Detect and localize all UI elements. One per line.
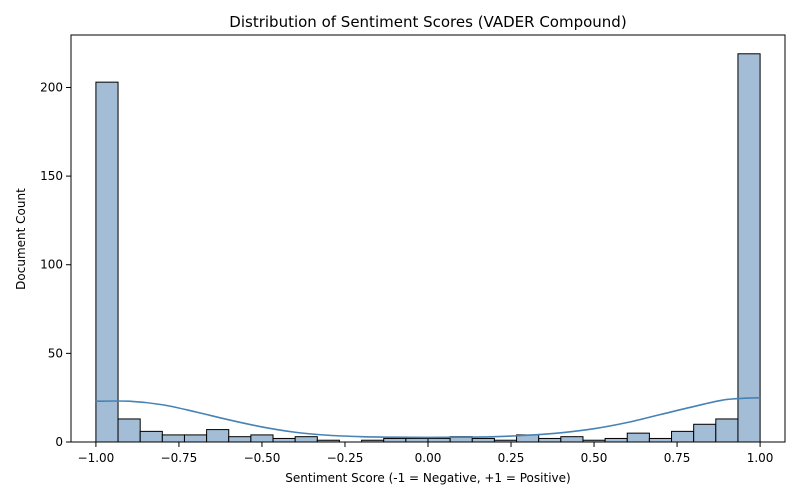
histogram-bar bbox=[405, 437, 429, 443]
histogram-bar bbox=[183, 434, 208, 443]
histogram-bar bbox=[427, 437, 451, 443]
y-axis-ticks: 0 50 100 150 200 bbox=[40, 80, 71, 449]
histogram-bar bbox=[604, 437, 628, 443]
x-tick-label: 0.75 bbox=[664, 451, 691, 465]
histogram-bar bbox=[294, 436, 318, 443]
histogram-bar bbox=[471, 437, 495, 443]
histogram-bar bbox=[648, 437, 673, 443]
y-tick-label: 50 bbox=[48, 346, 63, 360]
histogram-bar bbox=[95, 81, 119, 443]
histogram-bar bbox=[671, 430, 695, 443]
x-tick-label: 1.00 bbox=[747, 451, 774, 465]
y-tick-label: 100 bbox=[40, 258, 63, 272]
y-axis-label: Document Count bbox=[14, 188, 28, 290]
histogram-bar bbox=[117, 418, 141, 443]
x-tick-label: −1.00 bbox=[78, 451, 115, 465]
histogram-bar bbox=[693, 423, 717, 443]
plot-frame bbox=[70, 34, 786, 443]
x-axis-ticks: −1.00 −0.75 −0.50 −0.25 0.00 0.25 0.50 0.75 1.00 bbox=[78, 442, 774, 465]
histogram-bar bbox=[715, 418, 739, 443]
histogram-bar bbox=[206, 429, 230, 443]
x-tick-label: 0.50 bbox=[581, 451, 608, 465]
histogram-bar bbox=[626, 432, 650, 443]
y-tick-label: 150 bbox=[40, 169, 63, 183]
x-tick-label: −0.25 bbox=[327, 451, 364, 465]
histogram-bar bbox=[139, 430, 163, 443]
x-tick-label: 0.25 bbox=[498, 451, 525, 465]
y-tick-label: 0 bbox=[55, 435, 63, 449]
histogram-bar bbox=[272, 437, 296, 443]
x-tick-label: −0.75 bbox=[161, 451, 198, 465]
histogram-bars bbox=[95, 53, 761, 443]
chart-title: Distribution of Sentiment Scores (VADER … bbox=[229, 13, 626, 31]
y-tick-label: 200 bbox=[40, 80, 63, 94]
histogram-bar bbox=[560, 436, 584, 443]
histogram-bar bbox=[228, 436, 252, 443]
x-tick-label: −0.50 bbox=[244, 451, 281, 465]
histogram-bar bbox=[250, 434, 274, 443]
histogram-bar bbox=[383, 437, 407, 443]
histogram-bar bbox=[161, 434, 185, 443]
histogram-bar bbox=[538, 437, 562, 443]
histogram-bar bbox=[737, 53, 761, 443]
kde-curve bbox=[95, 396, 761, 439]
x-axis-label: Sentiment Score (-1 = Negative, +1 = Pos… bbox=[285, 471, 570, 485]
x-tick-label: 0.00 bbox=[415, 451, 442, 465]
